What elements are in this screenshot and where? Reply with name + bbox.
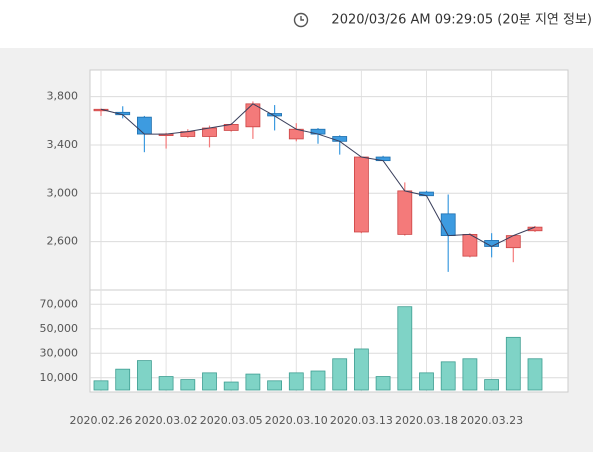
candle-body <box>245 103 261 128</box>
x-tick-label: 2020.03.18 <box>395 414 458 427</box>
price-plot-area <box>89 69 569 291</box>
candle-body <box>332 136 348 142</box>
volume-bar <box>93 380 109 391</box>
candle-body <box>353 156 369 233</box>
x-tick-label: 2020.03.05 <box>200 414 263 427</box>
y-tick-label: 70,000 <box>40 297 79 310</box>
volume-bar <box>223 381 239 391</box>
volume-bar <box>375 376 391 391</box>
volume-bar <box>527 358 543 391</box>
volume-bar <box>505 336 521 391</box>
y-tick-label: 30,000 <box>40 346 79 359</box>
x-tick-label: 2020.03.13 <box>330 414 393 427</box>
x-tick-label: 2020.02.26 <box>70 414 133 427</box>
candle-body <box>397 190 413 235</box>
y-tick-label: 10,000 <box>40 371 79 384</box>
x-tick-label: 2020.03.02 <box>135 414 198 427</box>
x-tick-label: 2020.03.23 <box>460 414 523 427</box>
volume-bar <box>158 376 174 391</box>
clock-icon <box>293 12 309 28</box>
y-tick-label: 3,400 <box>47 138 79 151</box>
chart-layer: 2,600 3,000 3,400 3,800 10,000 30,000 50,000 70… <box>40 70 568 427</box>
y-tick-label: 50,000 <box>40 322 79 335</box>
y-tick-label: 2,600 <box>47 235 79 248</box>
y-tick-label: 3,000 <box>47 186 79 199</box>
volume-bar <box>267 380 283 391</box>
candle-body <box>136 116 152 135</box>
volume-bar <box>440 361 456 391</box>
volume-bar <box>310 370 326 391</box>
volume-bar <box>115 368 131 391</box>
volume-plot-area <box>89 289 569 393</box>
volume-bar <box>332 358 348 391</box>
volume-bar <box>288 372 304 391</box>
candle-body <box>440 213 456 237</box>
volume-bar <box>180 379 196 391</box>
volume-bar <box>484 379 500 391</box>
candle-body <box>419 191 434 197</box>
volume-bar <box>202 372 217 391</box>
close-line <box>100 103 536 248</box>
volume-bar <box>353 348 369 391</box>
volume-bar <box>245 373 261 391</box>
candle-body <box>505 235 521 249</box>
y-tick-label: 3,800 <box>47 90 79 103</box>
timestamp: 2020/03/26 AM 09:29:05 (20분 지연 정보) <box>331 13 592 28</box>
volume-bar <box>419 372 434 391</box>
volume-bar <box>462 358 478 391</box>
volume-bar <box>397 306 413 391</box>
volume-bar <box>136 360 152 391</box>
x-tick-label: 2020.03.10 <box>265 414 328 427</box>
